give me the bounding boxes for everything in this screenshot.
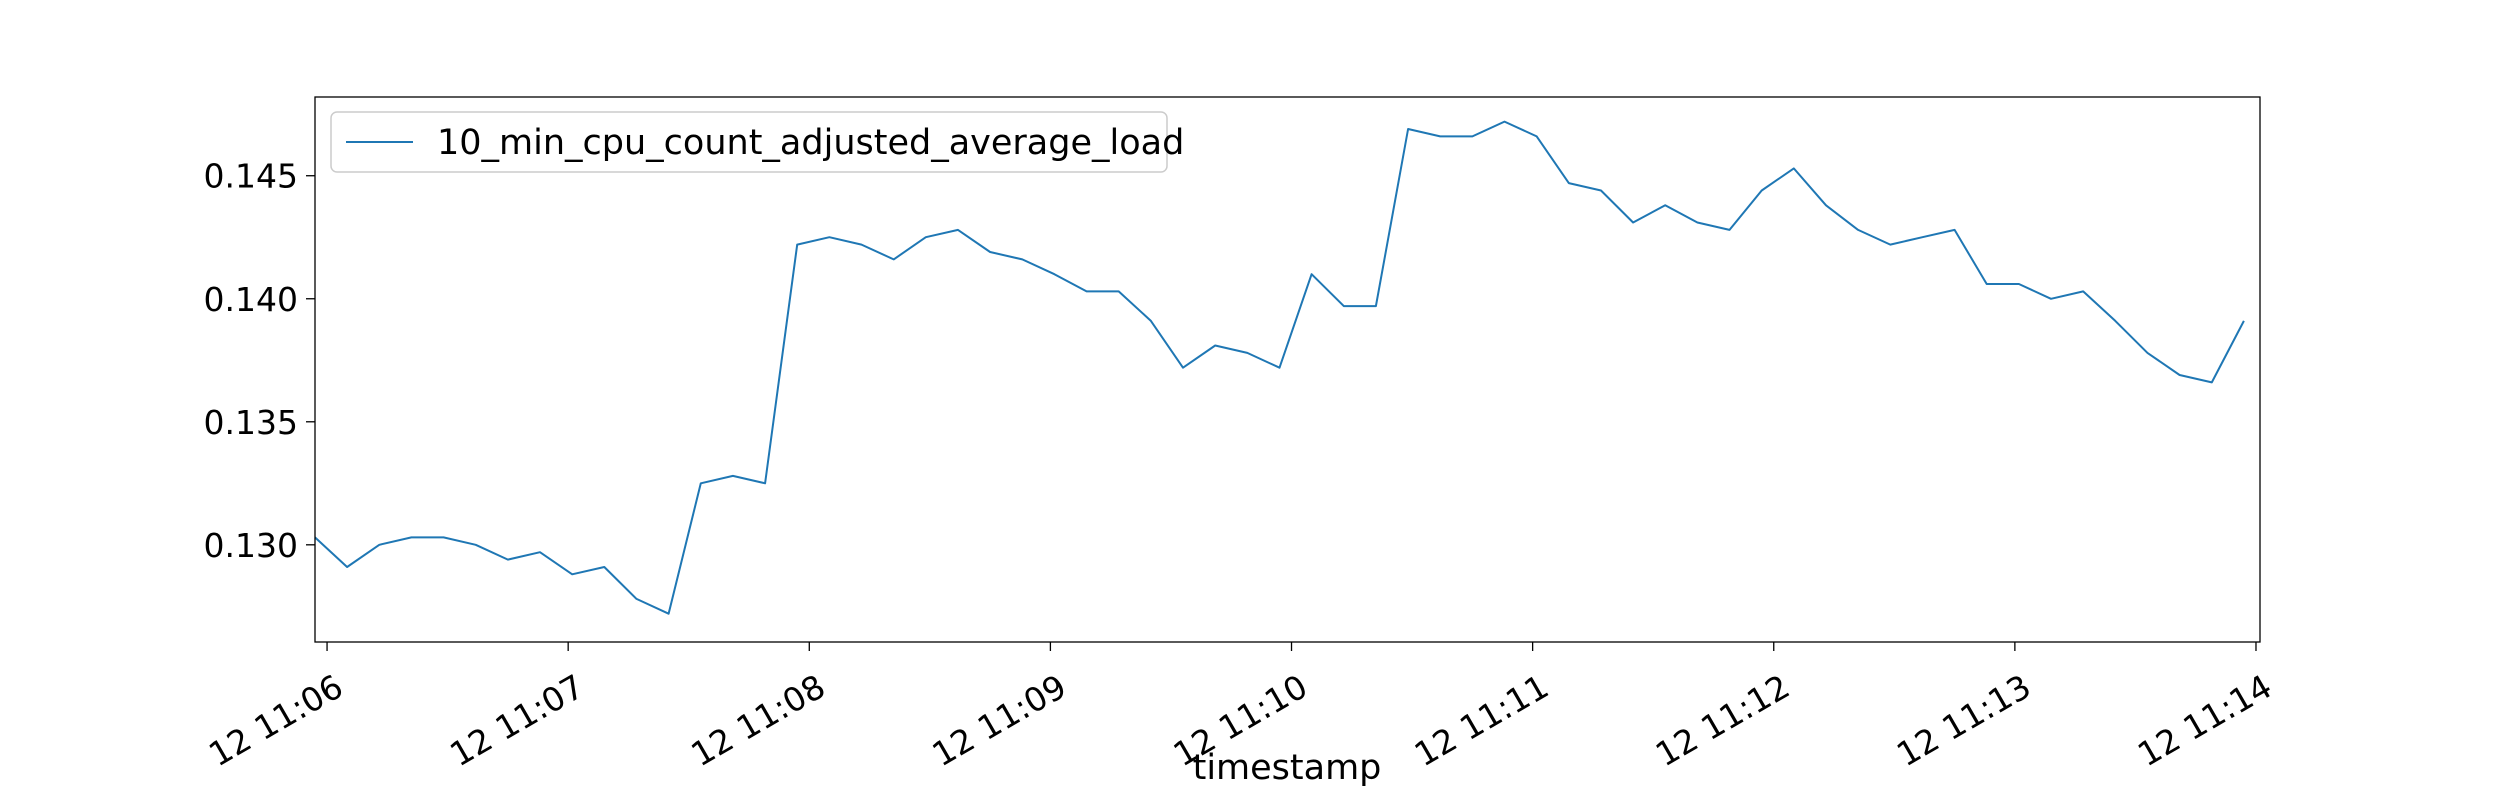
legend-box bbox=[330, 111, 1168, 173]
x-tick-label: 12 11:09 bbox=[925, 667, 1072, 775]
x-tick-label: 12 11:06 bbox=[202, 667, 349, 775]
y-tick-label: 0.140 bbox=[204, 280, 298, 319]
series-line-10-min-cpu-load bbox=[314, 120, 2245, 615]
plot-area bbox=[314, 96, 2261, 643]
legend: 10_min_cpu_count_adjusted_average_load bbox=[330, 111, 1184, 173]
x-tick-label: 12 11:14 bbox=[2131, 667, 2278, 775]
x-tick-label: 12 11:12 bbox=[1649, 667, 1796, 775]
legend-label: 10_min_cpu_count_adjusted_average_load bbox=[437, 123, 1184, 163]
x-tick-label: 12 11:11 bbox=[1408, 667, 1555, 775]
x-tick-label: 12 11:07 bbox=[443, 667, 590, 775]
y-tick-label: 0.130 bbox=[204, 526, 298, 565]
y-axis: 0.130 0.135 0.140 0.145 bbox=[204, 157, 315, 565]
plot-frame bbox=[314, 96, 2261, 643]
x-tick-label: 12 11:08 bbox=[684, 667, 831, 775]
y-tick-label: 0.145 bbox=[204, 157, 298, 196]
x-axis-label: timestamp bbox=[1193, 748, 1382, 788]
x-tick-label: 12 11:13 bbox=[1890, 667, 2037, 775]
y-tick-label: 0.135 bbox=[204, 403, 298, 442]
